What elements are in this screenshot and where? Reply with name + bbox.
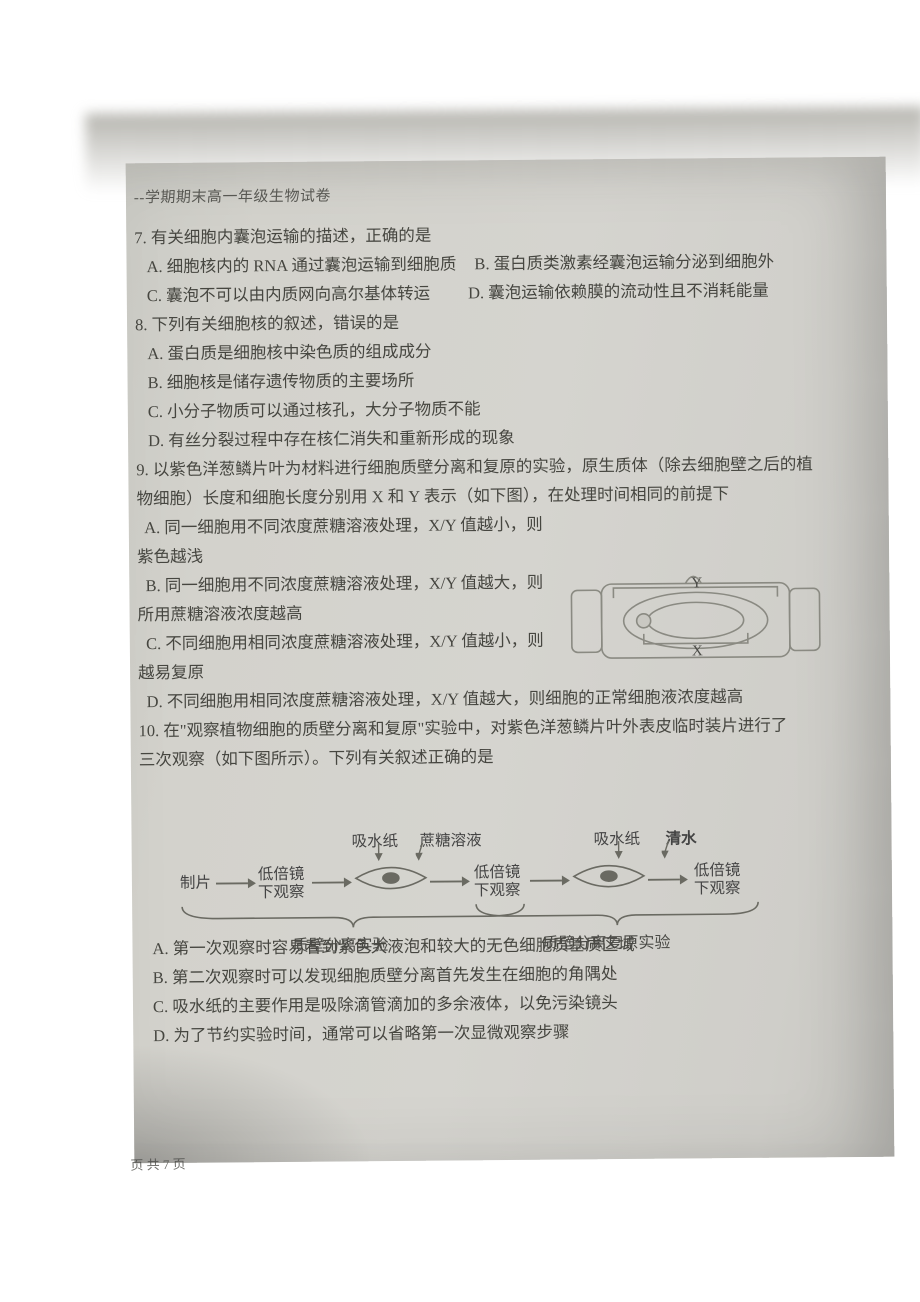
page-footer: 页 共 7 页 bbox=[130, 1153, 186, 1173]
page-header: --学期期末高一年级生物试卷 bbox=[133, 185, 331, 208]
exam-paper: --学期期末高一年级生物试卷 7. 有关细胞内囊泡运输的描述，正确的是 A. 细… bbox=[126, 157, 895, 1164]
q7-c: C. 囊泡不可以由内质网向高尔基体转运 bbox=[147, 284, 430, 305]
q7-a: A. 细胞核内的 RNA 通过囊泡运输到细胞质 bbox=[146, 254, 456, 276]
flow-low1b: 下观察 bbox=[258, 880, 305, 902]
brace-right-label: 质壁分离复原实验 bbox=[542, 929, 670, 954]
top-shade bbox=[85, 106, 920, 193]
q9-label-x: X bbox=[692, 643, 703, 659]
flow-low3b: 下观察 bbox=[694, 876, 741, 898]
brace-left-label: 质壁分离实验 bbox=[292, 931, 388, 956]
photo-frame: --学期期末高一年级生物试卷 7. 有关细胞内囊泡运输的描述，正确的是 A. 细… bbox=[0, 0, 920, 1302]
q7-b: B. 蛋白质类激素经囊泡运输分泌到细胞外 bbox=[474, 247, 774, 279]
q10-d: D. 为了节约实验时间，通常可以省略第一次显微观察步骤 bbox=[141, 1015, 871, 1050]
flow-low2b: 下观察 bbox=[474, 878, 521, 900]
lens-icon-1 bbox=[354, 861, 428, 896]
q10-flow-diagram: 吸水纸 蔗糖溶液 吸水纸 清水 制片 低倍镜 下观察 低倍镜 下观察 bbox=[171, 827, 852, 993]
q9-label-y: Y bbox=[691, 575, 702, 591]
bottom-left-shade bbox=[133, 1041, 374, 1163]
lens-icon-2 bbox=[572, 859, 646, 894]
q9-cell-diagram: Y X bbox=[565, 562, 826, 674]
flow-zhipian: 制片 bbox=[180, 871, 211, 893]
brace-right-icon bbox=[472, 900, 762, 929]
q7-d: D. 囊泡运输依赖膜的流动性且不消耗能量 bbox=[468, 276, 769, 308]
